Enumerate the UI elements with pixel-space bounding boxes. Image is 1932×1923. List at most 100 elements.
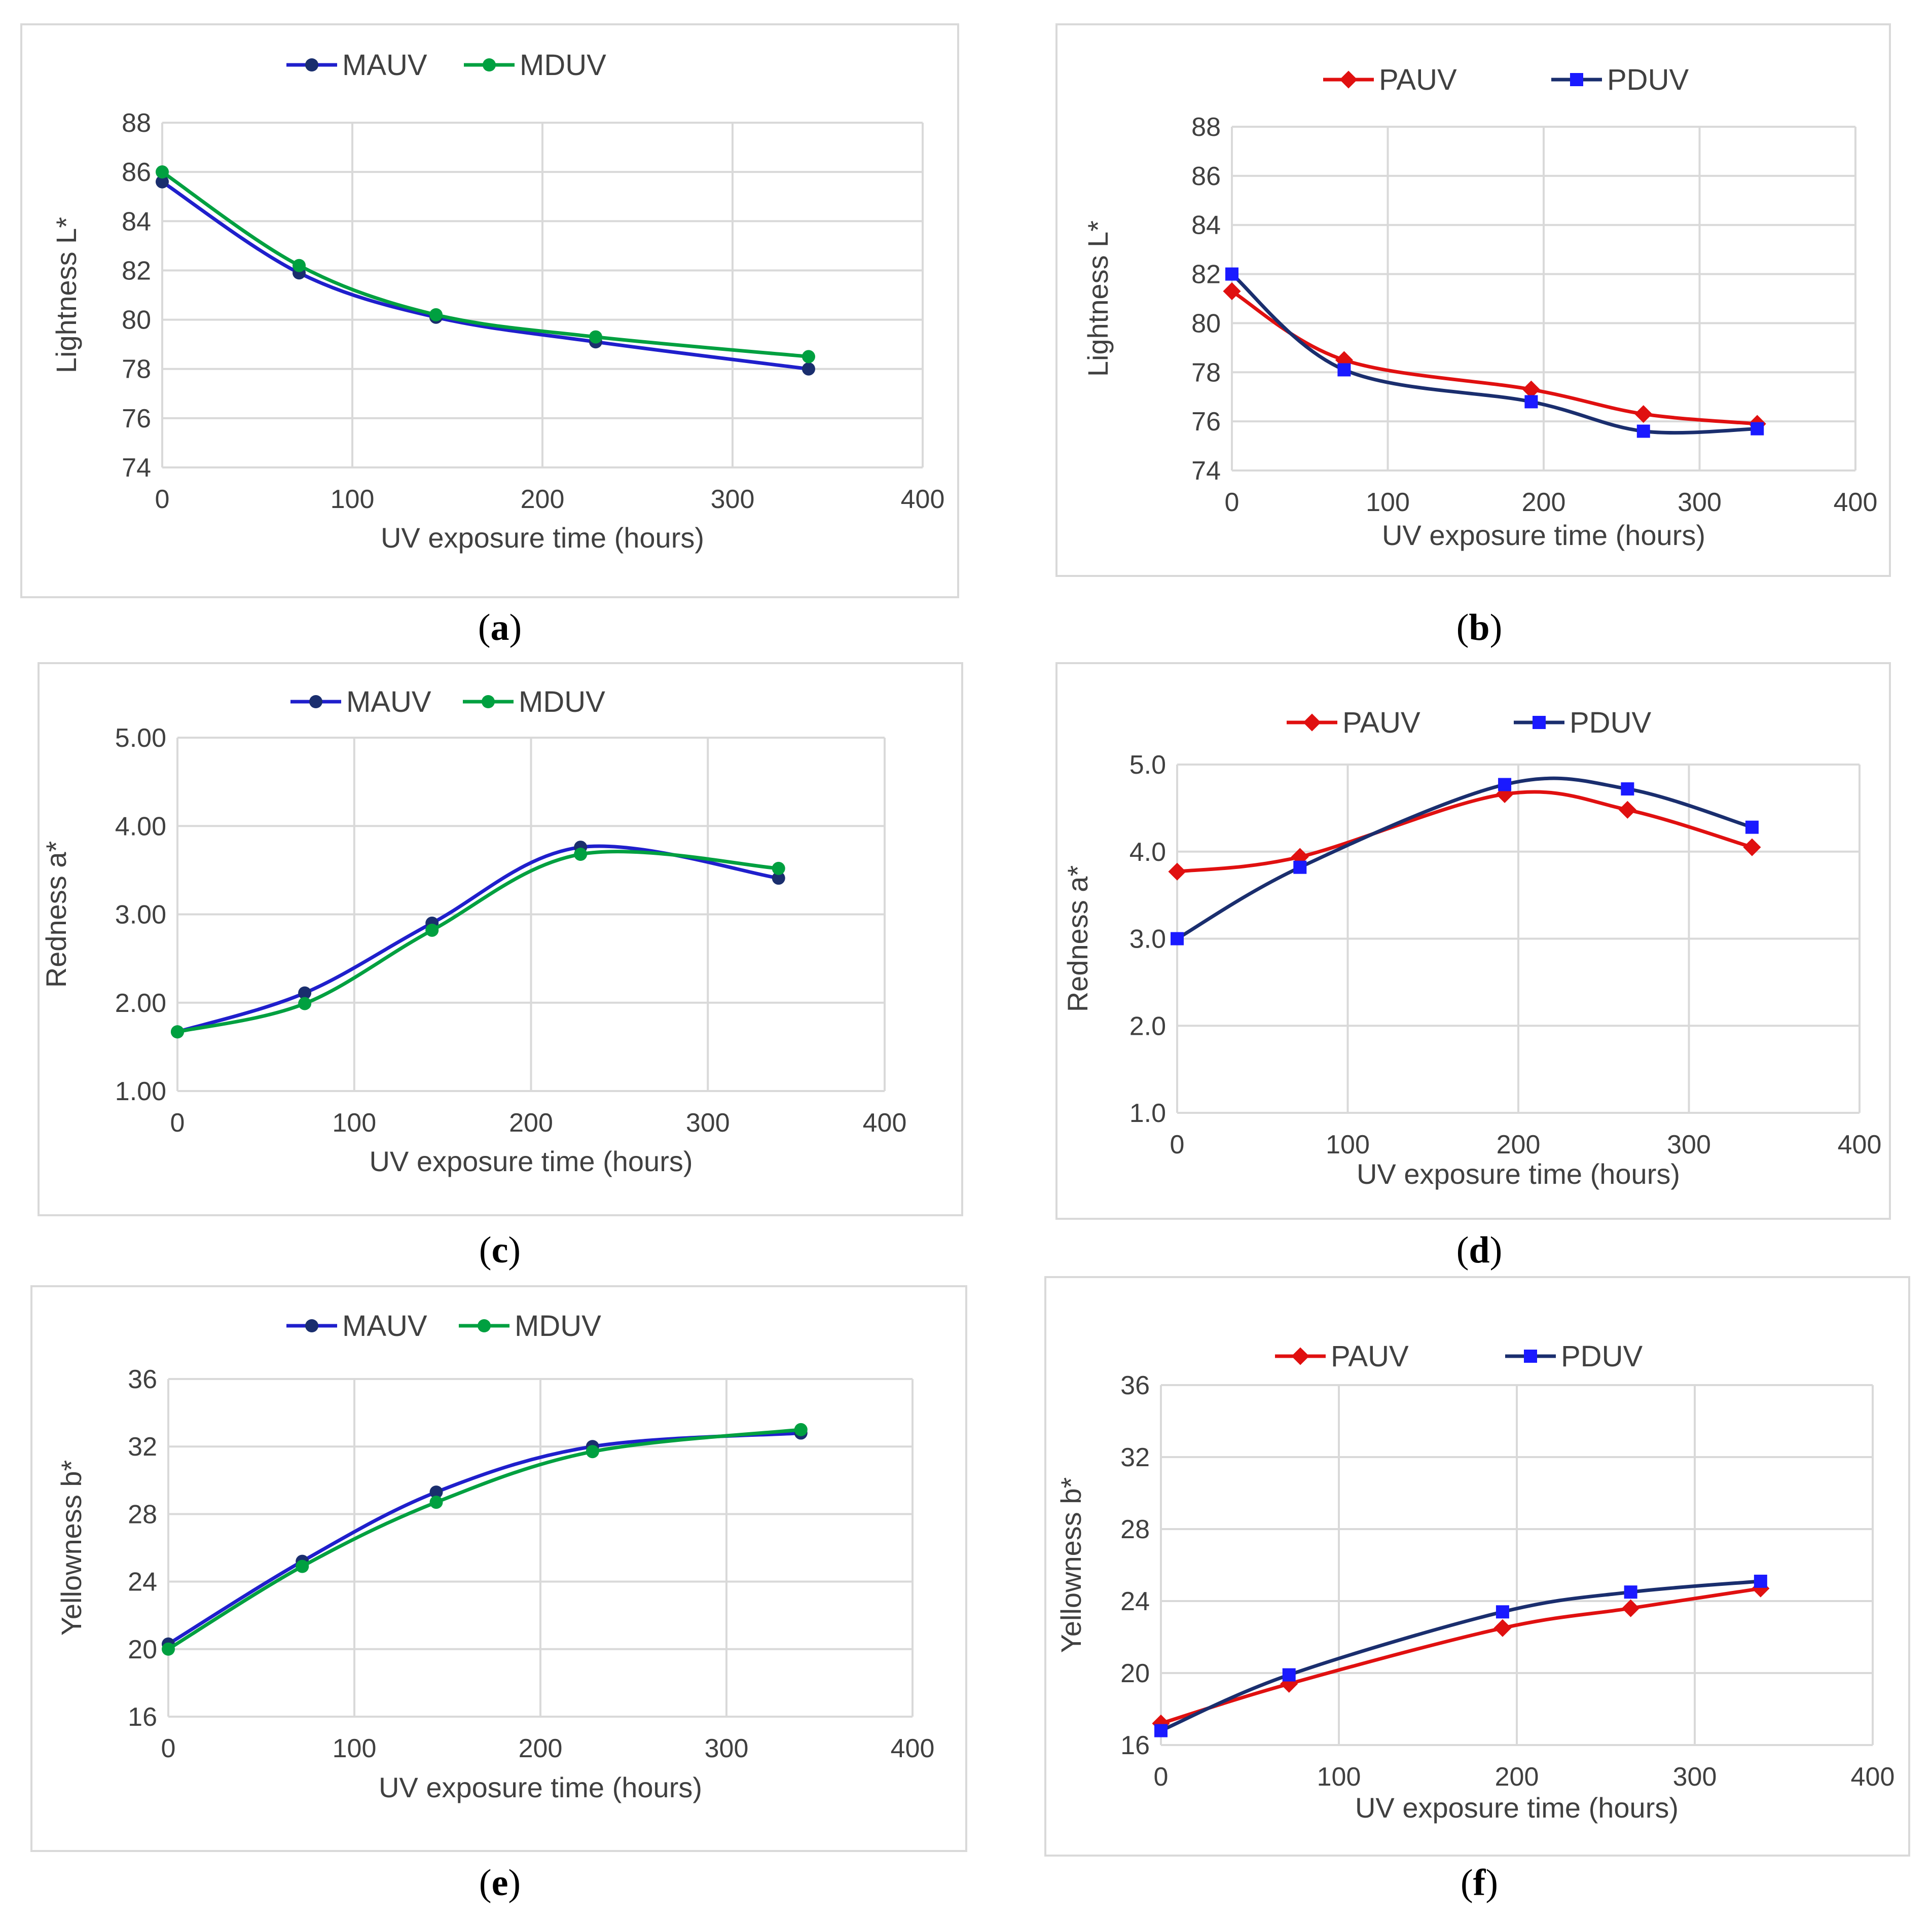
caption-open-paren: ( (1461, 1862, 1473, 1904)
data-point-pduv (1293, 860, 1307, 874)
y-tick-label: 74 (122, 453, 151, 483)
y-tick-label: 78 (122, 355, 151, 384)
caption-close-paren: ) (508, 1229, 521, 1271)
legend-marker-pduv (1570, 73, 1583, 86)
data-point-pduv (1621, 782, 1634, 796)
y-tick-label: 74 (1191, 456, 1221, 486)
data-point-mduv (293, 259, 306, 272)
data-point-pduv (1225, 267, 1238, 281)
data-point-pduv (1282, 1668, 1296, 1682)
x-tick-label: 0 (155, 485, 170, 514)
y-tick-label: 36 (1120, 1371, 1150, 1400)
data-point-mduv (589, 330, 602, 344)
y-axis-label: Redness a* (1062, 865, 1093, 1012)
x-tick-label: 300 (1673, 1762, 1717, 1792)
chart-panel-a: 74 76 78 80 82 84 86 88 0 100 200 300 400 UV exposure… (20, 23, 959, 648)
x-axis-label: UV exposure time (hours) (379, 1771, 702, 1803)
series-line-pduv (1230, 272, 1758, 435)
x-tick-label: 100 (331, 485, 375, 514)
data-point-mduv (802, 350, 815, 364)
legend-marker-mduv (478, 1319, 491, 1332)
x-tick-label: 400 (901, 485, 945, 514)
data-point-pauv (1522, 380, 1540, 398)
y-tick-label: 3.00 (115, 900, 166, 930)
y-tick-label: 1.0 (1129, 1099, 1166, 1128)
series-pauv (1152, 1579, 1770, 1732)
x-tick-label: 300 (1667, 1130, 1711, 1159)
data-point-pduv (1751, 422, 1764, 436)
y-tick-label: 76 (1191, 407, 1221, 437)
y-tick-label: 1.00 (115, 1077, 166, 1106)
y-tick-label: 86 (1191, 162, 1221, 191)
chart-frame (1055, 662, 1891, 1220)
data-point-mduv (429, 1496, 443, 1509)
y-tick-label: 2.00 (115, 989, 166, 1018)
y-tick-label: 24 (128, 1568, 157, 1597)
x-axis-label: UV exposure time (hours) (1382, 519, 1705, 551)
legend-label-mduv: MDUV (515, 1310, 601, 1343)
data-point-mduv (574, 848, 588, 861)
data-point-pduv (1498, 778, 1512, 791)
series-pauv (1168, 785, 1761, 881)
caption-open-paren: ( (479, 1229, 492, 1271)
chart-frame (1044, 1276, 1910, 1857)
legend-marker-pduv (1524, 1350, 1537, 1363)
legend-marker-mauv (309, 695, 322, 708)
series-line-pauv (1177, 790, 1753, 874)
caption-letter: d (1469, 1229, 1489, 1271)
y-tick-label: 80 (122, 306, 151, 335)
legend-label-pauv: PAUV (1379, 63, 1457, 96)
x-tick-label: 0 (1170, 1130, 1185, 1159)
y-tick-label: 5.00 (115, 723, 166, 753)
x-tick-label: 0 (1225, 488, 1240, 517)
data-point-pauv (1168, 862, 1186, 881)
caption-letter: c (492, 1229, 508, 1271)
data-point-pauv (1280, 1675, 1298, 1693)
y-tick-label: 20 (128, 1635, 157, 1664)
gridlines (176, 737, 886, 1092)
y-tick-label: 3.0 (1129, 925, 1166, 954)
y-tick-label: 36 (128, 1365, 157, 1394)
chart-frame (20, 23, 959, 598)
x-tick-label: 300 (1678, 488, 1722, 517)
chart-frame (1055, 23, 1891, 577)
y-tick-label: 84 (122, 207, 151, 236)
caption-close-paren: ) (508, 1862, 521, 1904)
x-tick-label: 300 (686, 1108, 730, 1138)
caption-close-paren: ) (1490, 607, 1503, 648)
legend: MAUV MDUV (286, 49, 606, 82)
legend-label-pauv: PAUV (1342, 706, 1420, 739)
data-point-pduv (1624, 1585, 1637, 1599)
panel-caption: (a) (478, 607, 522, 648)
series-line-mduv (167, 1428, 801, 1651)
panel-caption: (f) (1461, 1862, 1498, 1904)
caption-open-paren: ( (479, 1862, 492, 1904)
series-line-pauv (1160, 1586, 1761, 1725)
data-point-pauv (1335, 351, 1353, 369)
x-tick-label: 200 (519, 1734, 563, 1763)
caption-letter: a (491, 607, 509, 648)
data-point-mduv (429, 308, 443, 321)
legend-label-pduv: PDUV (1561, 1340, 1643, 1373)
legend-marker-mduv (482, 695, 495, 708)
y-tick-label: 16 (128, 1702, 157, 1732)
y-tick-label: 20 (1120, 1659, 1150, 1688)
series-pduv (1154, 1574, 1767, 1737)
x-tick-label: 100 (1317, 1762, 1361, 1792)
x-axis-label: UV exposure time (hours) (369, 1145, 692, 1177)
y-axis-label: Lightness L* (50, 217, 82, 373)
x-tick-label: 200 (1495, 1762, 1539, 1792)
data-point-mduv (298, 997, 312, 1010)
y-tick-label: 4.00 (115, 812, 166, 841)
data-point-mauv (802, 362, 815, 376)
legend-label-mduv: MDUV (519, 685, 605, 718)
legend-label-mduv: MDUV (520, 49, 606, 82)
y-tick-label: 5.0 (1129, 750, 1166, 780)
caption-letter: b (1469, 607, 1489, 648)
data-point-mduv (296, 1559, 309, 1573)
caption-open-paren: ( (1456, 1229, 1469, 1271)
data-point-pauv (1743, 838, 1761, 856)
y-axis-label: Redness a* (40, 841, 72, 988)
data-point-mduv (156, 165, 169, 179)
legend-marker-pauv (1339, 70, 1358, 89)
